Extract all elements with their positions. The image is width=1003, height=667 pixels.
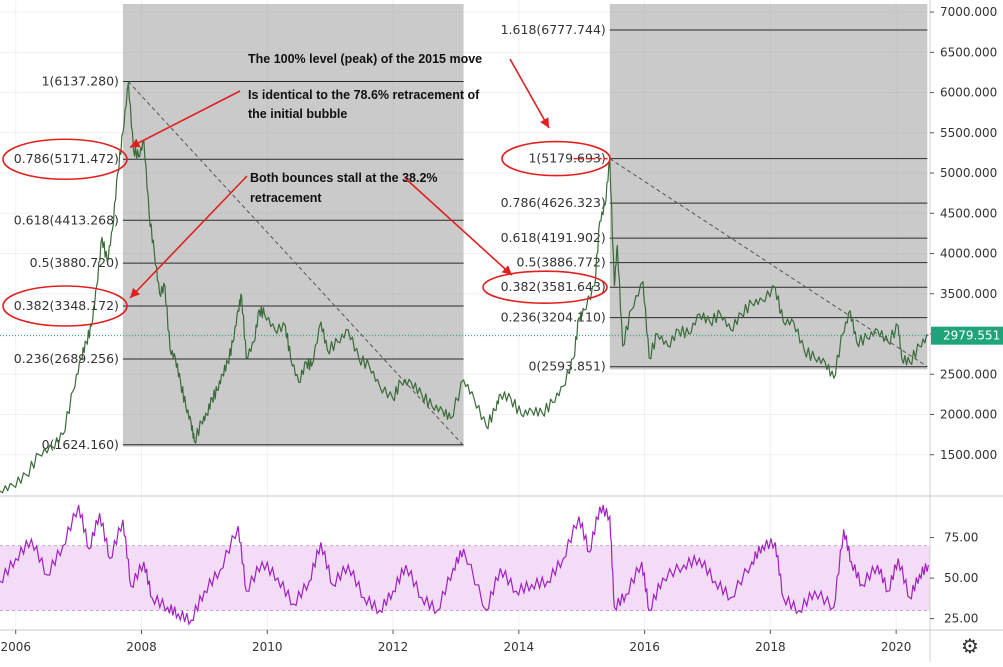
price-line <box>0 82 929 494</box>
price-tick-label-9: 6000.000 <box>940 86 997 100</box>
annotation-1: Is identical to the 78.6% retracement of <box>248 88 480 102</box>
time-tick-label-7: 2020 <box>881 640 912 654</box>
gear-icon[interactable]: ⚙ <box>961 634 979 658</box>
fib-label-1-1: 1(5179.693) <box>528 151 605 166</box>
fibonacci-levels: 1(6137.280) 0.786(5171.472) 0.618(4413.268… <box>14 22 928 452</box>
price-tick-label-5: 4000.000 <box>940 247 997 261</box>
last-price-tag <box>931 326 1003 345</box>
time-tick-label-6: 2018 <box>755 640 786 654</box>
fib-label-1-2: 0.786(4626.323) <box>501 195 606 210</box>
fib-label-0-4: 0.382(3348.172) <box>14 298 119 313</box>
annotation-3: Both bounces stall at the 38.2% <box>250 171 438 185</box>
fib-label-1-5: 0.382(3581.643) <box>501 279 606 294</box>
price-tick-label-2: 2500.000 <box>940 367 997 381</box>
highlight-ellipse-2 <box>501 140 611 177</box>
fib-label-1-0: 1.618(6777.744) <box>501 22 606 37</box>
rsi-line <box>0 504 929 626</box>
highlight-ellipse-3 <box>482 270 608 305</box>
shaded-regions <box>122 4 928 447</box>
last-price-label: 2979.551 <box>943 329 1000 343</box>
price-tick-label-11: 7000.000 <box>940 5 997 19</box>
time-tick-label-1: 2008 <box>126 640 157 654</box>
fib-label-1-7: 0(2593.851) <box>528 359 605 374</box>
price-tick-label-4: 3500.000 <box>940 287 997 301</box>
trendlines <box>127 81 928 446</box>
annotation-arrow-3 <box>404 177 513 276</box>
price-tick-label-0: 1500.000 <box>940 448 997 462</box>
fib-label-0-0: 1(6137.280) <box>42 74 119 89</box>
annotations-layer: The 100% level (peak) of the 2015 move Is… <box>2 52 611 327</box>
trendline-0 <box>127 81 464 446</box>
highlight-ellipse-1 <box>2 285 128 327</box>
price-tick-label-7: 5000.000 <box>940 166 997 180</box>
fib-label-0-3: 0.5(3880.720) <box>30 255 119 270</box>
fib-label-1-4: 0.5(3886.772) <box>517 255 606 270</box>
rsi-tick-label-0: 25.00 <box>944 612 978 626</box>
fib-label-1-6: 0.236(3204.110) <box>501 310 606 325</box>
time-tick-label-2: 2010 <box>252 640 283 654</box>
annotation-0: The 100% level (peak) of the 2015 move <box>248 52 482 66</box>
price-series <box>0 82 930 494</box>
price-tick-label-10: 6500.000 <box>940 45 997 59</box>
price-tick-label-1: 2000.000 <box>940 408 997 422</box>
highlight-ellipse-0 <box>2 138 128 181</box>
annotation-2: the initial bubble <box>248 107 347 121</box>
fib-label-0-2: 0.618(4413.268) <box>14 212 119 227</box>
fib-label-0-1: 0.786(5171.472) <box>14 151 119 166</box>
fib-label-1-3: 0.618(4191.902) <box>501 230 606 245</box>
annotation-arrow-2 <box>129 175 248 299</box>
annotation-arrow-1 <box>129 90 241 148</box>
time-tick-label-4: 2014 <box>504 640 535 654</box>
rsi-panel <box>0 504 930 626</box>
fib-label-0-5: 0.236(2689.256) <box>14 351 119 366</box>
time-tick-label-5: 2016 <box>629 640 660 654</box>
shaded-region-1 <box>609 4 928 370</box>
price-tick-label-6: 4500.000 <box>940 206 997 220</box>
time-tick-label-0: 2006 <box>0 640 31 654</box>
annotation-4: retracement <box>250 191 322 205</box>
annotation-arrow-0 <box>509 58 550 129</box>
trendline-1 <box>609 158 928 368</box>
time-tick-label-3: 2012 <box>378 640 409 654</box>
fib-label-0-6: 0(1624.160) <box>42 437 119 452</box>
rsi-tick-label-1: 50.00 <box>944 571 978 585</box>
rsi-tick-label-2: 75.00 <box>944 531 978 545</box>
price-tick-label-8: 5500.000 <box>940 126 997 140</box>
shaded-region-0 <box>122 4 464 447</box>
